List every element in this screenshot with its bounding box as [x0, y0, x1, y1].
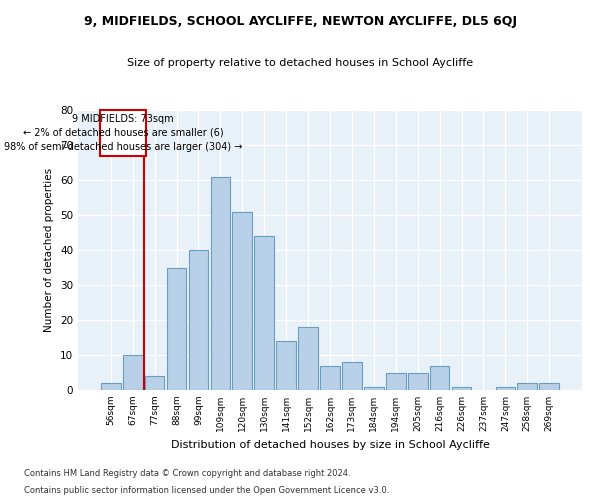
- X-axis label: Distribution of detached houses by size in School Aycliffe: Distribution of detached houses by size …: [170, 440, 490, 450]
- Text: 9 MIDFIELDS: 73sqm: 9 MIDFIELDS: 73sqm: [72, 114, 173, 124]
- Y-axis label: Number of detached properties: Number of detached properties: [44, 168, 55, 332]
- Text: ← 2% of detached houses are smaller (6): ← 2% of detached houses are smaller (6): [23, 128, 223, 138]
- Bar: [276, 341, 296, 390]
- Text: 98% of semi-detached houses are larger (304) →: 98% of semi-detached houses are larger (…: [4, 142, 242, 152]
- Bar: [145, 376, 164, 390]
- Bar: [167, 268, 187, 390]
- Bar: [408, 372, 428, 390]
- Bar: [496, 386, 515, 390]
- Bar: [517, 383, 537, 390]
- Bar: [452, 386, 472, 390]
- Text: Contains HM Land Registry data © Crown copyright and database right 2024.: Contains HM Land Registry data © Crown c…: [24, 468, 350, 477]
- Bar: [254, 236, 274, 390]
- Bar: [386, 372, 406, 390]
- Text: 9, MIDFIELDS, SCHOOL AYCLIFFE, NEWTON AYCLIFFE, DL5 6QJ: 9, MIDFIELDS, SCHOOL AYCLIFFE, NEWTON AY…: [83, 15, 517, 28]
- Bar: [211, 176, 230, 390]
- Bar: [539, 383, 559, 390]
- Text: Contains public sector information licensed under the Open Government Licence v3: Contains public sector information licen…: [24, 486, 389, 495]
- Text: Size of property relative to detached houses in School Aycliffe: Size of property relative to detached ho…: [127, 58, 473, 68]
- Bar: [188, 250, 208, 390]
- Bar: [342, 362, 362, 390]
- Bar: [123, 355, 143, 390]
- Bar: [298, 327, 318, 390]
- Bar: [101, 383, 121, 390]
- Bar: [364, 386, 384, 390]
- Bar: [430, 366, 449, 390]
- Bar: [320, 366, 340, 390]
- Bar: [232, 212, 252, 390]
- FancyBboxPatch shape: [100, 110, 146, 156]
